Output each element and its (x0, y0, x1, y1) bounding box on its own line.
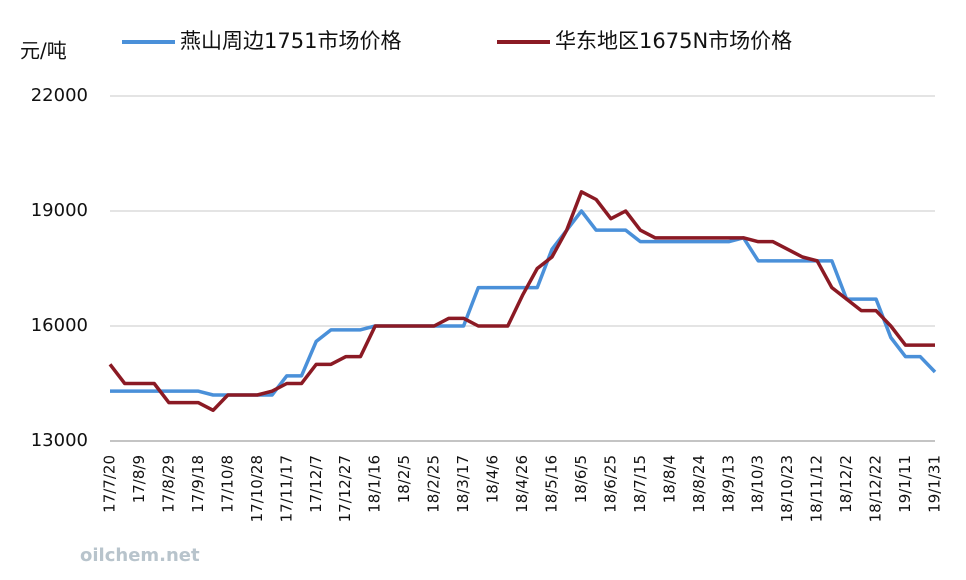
y-tick-label: 22000 (31, 85, 88, 106)
legend-label: 华东地区1675N市场价格 (555, 29, 792, 53)
x-tick-label: 19/1/11 (896, 455, 914, 513)
x-tick-label: 17/12/7 (307, 455, 325, 513)
x-tick-label: 17/12/27 (336, 455, 354, 522)
x-tick-label: 18/9/13 (719, 455, 737, 513)
y-tick-label: 16000 (31, 315, 88, 336)
x-tick-label: 18/2/5 (395, 455, 413, 503)
x-tick-label: 17/7/20 (101, 455, 119, 513)
x-tick-label: 19/1/31 (926, 455, 944, 513)
x-tick-label: 18/6/5 (572, 455, 590, 503)
watermark: oilchem.net (80, 545, 200, 566)
x-tick-label: 18/4/26 (513, 455, 531, 513)
x-tick-label: 18/4/6 (484, 455, 502, 503)
x-tick-label: 18/10/3 (749, 455, 767, 513)
x-tick-label: 18/8/24 (690, 455, 708, 513)
x-tick-label: 18/10/23 (778, 455, 796, 522)
x-tick-label: 17/11/17 (277, 455, 295, 522)
x-tick-label: 18/12/22 (867, 455, 885, 522)
x-tick-label: 18/12/2 (837, 455, 855, 513)
x-tick-label: 17/9/18 (189, 455, 207, 513)
series-line (110, 209, 937, 397)
series-line (108, 190, 935, 413)
x-tick-label: 18/6/25 (601, 455, 619, 513)
x-tick-label: 18/11/12 (808, 455, 826, 522)
x-tick-label: 18/8/4 (660, 455, 678, 503)
x-tick-label: 18/2/25 (425, 455, 443, 513)
x-tick-label: 18/5/16 (542, 455, 560, 513)
x-tick-label: 18/7/15 (631, 455, 649, 513)
x-tick-label: 17/10/8 (218, 455, 236, 513)
y-tick-label: 19000 (31, 200, 88, 221)
x-tick-label: 18/1/16 (366, 455, 384, 513)
x-tick-label: 17/8/29 (159, 455, 177, 513)
y-axis-label: 元/吨 (20, 39, 67, 63)
legend-label: 燕山周边1751市场价格 (180, 29, 401, 53)
y-tick-label: 13000 (31, 430, 88, 451)
x-tick-label: 17/10/28 (248, 455, 266, 522)
x-tick-label: 17/8/9 (130, 455, 148, 503)
x-tick-label: 18/3/17 (454, 455, 472, 513)
